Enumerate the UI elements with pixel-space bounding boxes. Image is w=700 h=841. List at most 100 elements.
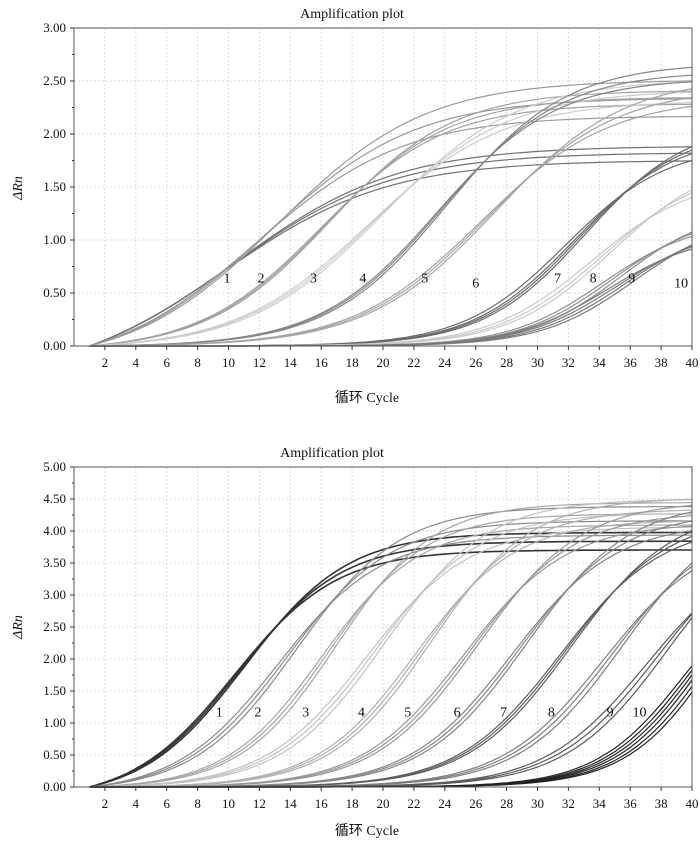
amplification-curve-9-rep3 [89, 562, 693, 788]
y-tick-label: 2.00 [43, 126, 66, 141]
amplification-curve-7-rep2 [89, 153, 693, 347]
x-axis-label: 循环 Cycle [335, 823, 399, 839]
x-tick-label: 40 [686, 796, 699, 811]
amplification-curve-2-rep2 [89, 98, 693, 347]
amplification-curve-8-rep1 [89, 197, 693, 347]
y-axis-label: ΔRn [11, 615, 26, 640]
curve-label-2: 2 [254, 706, 261, 721]
amplification-curve-7-rep4 [89, 146, 693, 347]
amplification-curve-2-rep3 [89, 506, 692, 788]
curve-label-7: 7 [554, 271, 561, 286]
x-tick-label: 22 [407, 355, 420, 370]
x-tick-label: 32 [562, 796, 575, 811]
curve-label-6: 6 [454, 706, 461, 721]
y-tick-label: 3.00 [43, 20, 66, 35]
curve-label-6: 6 [472, 277, 479, 292]
curve-label-1: 1 [216, 706, 223, 721]
amplification-curve-7-rep3 [89, 149, 693, 347]
x-tick-label: 18 [346, 796, 359, 811]
amplification-curve-1-rep2 [89, 152, 693, 347]
x-tick-label: 34 [593, 355, 607, 370]
amplification-curve-6-rep3 [89, 88, 693, 347]
amplification-curve-4-rep3 [89, 499, 693, 788]
curve-label-8: 8 [590, 271, 597, 286]
x-tick-label: 2 [102, 355, 109, 370]
x-tick-label: 6 [163, 355, 170, 370]
x-axis-label: 循环 Cycle [335, 390, 399, 406]
x-tick-label: 36 [624, 796, 638, 811]
curve-label-9: 9 [628, 271, 635, 286]
x-tick-label: 10 [222, 355, 235, 370]
amplification-curve-4-rep3 [89, 81, 693, 347]
x-tick-label: 32 [562, 355, 575, 370]
x-tick-label: 4 [133, 796, 140, 811]
y-tick-label: 0.00 [43, 779, 66, 794]
x-tick-label: 30 [531, 796, 544, 811]
amplification-curve-5-rep2 [89, 509, 693, 788]
x-tick-label: 28 [500, 355, 513, 370]
y-tick-label: 0.50 [43, 285, 66, 300]
x-tick-label: 20 [377, 796, 390, 811]
x-tick-label: 24 [438, 796, 452, 811]
x-tick-label: 12 [253, 355, 266, 370]
x-tick-label: 8 [194, 796, 201, 811]
curve-label-4: 4 [358, 706, 365, 721]
amplification-curve-5-rep3 [89, 66, 693, 347]
amplification-curve-3-rep2 [89, 97, 693, 347]
curve-label-5: 5 [421, 271, 428, 286]
amplification-curve-10-rep2 [89, 613, 693, 788]
y-tick-label: 2.00 [43, 651, 66, 666]
amplification-curve-4-rep1 [89, 102, 693, 347]
amplification-curve-3-rep3 [89, 90, 693, 347]
x-tick-label: 8 [194, 355, 201, 370]
x-tick-label: 10 [222, 796, 235, 811]
x-tick-label: 16 [315, 796, 329, 811]
y-tick-label: 2.50 [43, 619, 66, 634]
y-tick-label: 1.50 [43, 683, 66, 698]
curve-label-1: 1 [223, 271, 230, 286]
curve-label-3: 3 [302, 706, 309, 721]
amplification-curve-6-rep1 [89, 105, 693, 347]
curve-label-4: 4 [359, 271, 366, 286]
amplification-curve-1-rep3 [89, 146, 693, 347]
amplification-curve-5-rep3 [89, 498, 693, 788]
amplification-curve-2-rep3 [89, 80, 693, 347]
x-tick-label: 6 [163, 796, 170, 811]
x-tick-label: 38 [655, 355, 668, 370]
amplification-curve-3-rep1 [89, 524, 692, 788]
x-tick-label: 4 [133, 355, 140, 370]
x-tick-label: 22 [407, 796, 420, 811]
y-tick-label: 1.00 [43, 232, 66, 247]
x-tick-label: 26 [469, 796, 483, 811]
y-tick-label: 4.50 [43, 491, 66, 506]
y-tick-label: 1.50 [43, 179, 66, 194]
x-tick-label: 30 [531, 355, 544, 370]
y-tick-label: 0.00 [43, 338, 66, 353]
amplification-curve-6-rep2 [89, 515, 693, 788]
x-tick-label: 26 [469, 355, 483, 370]
amplification-curve-1-rep2 [89, 540, 692, 788]
amplification-curve-3-rep2 [89, 513, 692, 788]
x-tick-label: 34 [593, 796, 607, 811]
x-tick-label: 14 [284, 355, 298, 370]
curve-series-group [89, 66, 693, 347]
curve-label-10: 10 [632, 706, 646, 721]
amplification-curve-3-rep1 [89, 103, 693, 347]
amplification-curve-4-rep1 [89, 526, 693, 788]
curve-series-group [89, 498, 693, 788]
amplification-curve-2-rep2 [89, 520, 692, 788]
x-tick-label: 14 [284, 796, 298, 811]
curve-label-5: 5 [404, 706, 411, 721]
y-tick-label: 3.50 [43, 555, 66, 570]
curve-label-2: 2 [257, 271, 264, 286]
x-tick-label: 2 [102, 796, 109, 811]
amplification-curve-10-rep1 [89, 612, 693, 788]
y-tick-label: 2.50 [43, 73, 66, 88]
amplification-curve-8-rep1 [89, 541, 693, 788]
amplification-curve-9-rep2 [89, 565, 693, 788]
y-tick-label: 5.00 [43, 459, 66, 474]
curve-label-7: 7 [500, 706, 507, 721]
curve-label-10: 10 [674, 277, 688, 292]
